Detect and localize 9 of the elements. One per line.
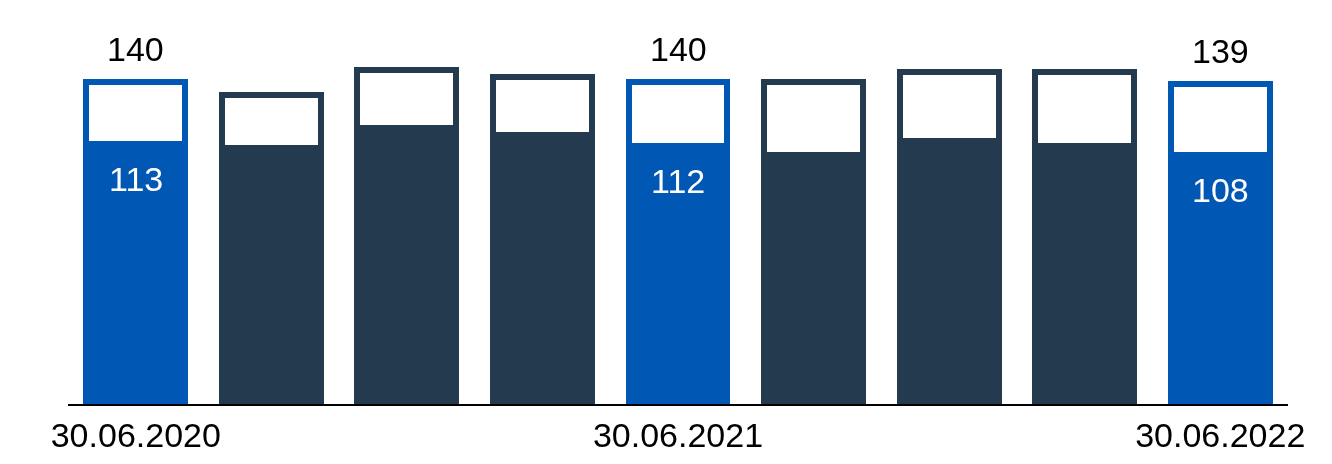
total-label: 139 — [1192, 32, 1249, 70]
x-tick-label: 30.06.2020 — [50, 415, 221, 454]
data-label: 113 — [109, 160, 164, 198]
data-label: 112 — [651, 162, 706, 200]
x-tick-label: 30.06.2022 — [1135, 415, 1306, 454]
total-label: 140 — [107, 30, 164, 68]
data-label: 108 — [1192, 171, 1249, 209]
x-tick-label: 30.06.2021 — [592, 415, 764, 454]
total-label: 140 — [650, 30, 707, 68]
